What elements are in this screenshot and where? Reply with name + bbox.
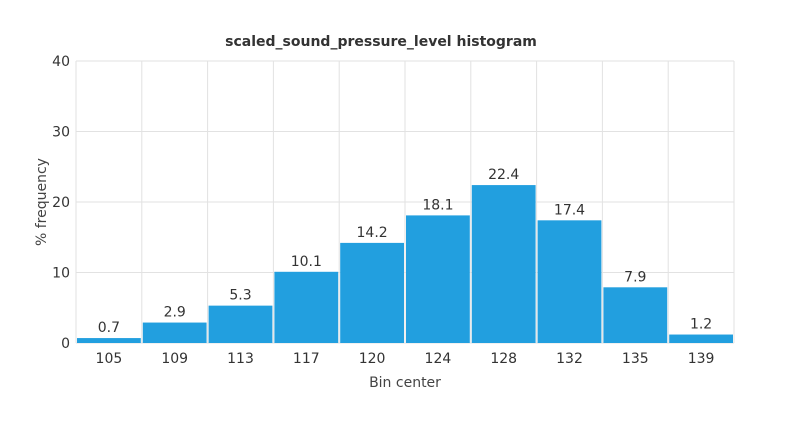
x-tick-label: 117 (293, 351, 320, 367)
bar-data-label: 18.1 (422, 197, 453, 213)
x-tick-label: 132 (556, 351, 583, 367)
y-tick-label: 10 (52, 266, 70, 282)
y-tick-label: 20 (52, 195, 70, 211)
x-axis-ticks: 105 109 113 117 120 124 128 132 135 139 (96, 351, 715, 367)
x-tick-label: 120 (359, 351, 386, 367)
bar (669, 334, 733, 343)
x-tick-label: 109 (161, 351, 188, 367)
x-tick-label: 124 (425, 351, 452, 367)
bar (603, 287, 668, 343)
y-tick-label: 40 (52, 54, 70, 70)
y-tick-label: 30 (52, 125, 70, 141)
bar (537, 220, 602, 343)
bar (471, 185, 536, 343)
y-axis-label: % frequency (34, 158, 50, 246)
bar (274, 271, 339, 343)
bar (406, 215, 470, 343)
bar-data-label: 2.9 (164, 305, 186, 321)
data-labels: 0.7 2.9 5.3 10.1 14.2 18.1 22.4 17.4 7.9 1.2 (98, 167, 712, 336)
bar-data-label: 1.2 (690, 317, 712, 333)
y-axis-ticks: 0 10 20 30 40 (52, 54, 70, 352)
bar (340, 242, 404, 343)
chart-title: scaled_sound_pressure_level histogram (225, 34, 537, 50)
x-axis-label: Bin center (369, 375, 441, 391)
bar (208, 305, 273, 343)
bar-data-label: 14.2 (357, 225, 388, 241)
bar-data-label: 5.3 (229, 288, 251, 304)
bar-data-label: 22.4 (488, 167, 519, 183)
x-tick-label: 135 (622, 351, 649, 367)
bar-data-label: 17.4 (554, 202, 585, 218)
bar-data-label: 7.9 (624, 269, 646, 285)
x-tick-label: 128 (490, 351, 517, 367)
grid-lines (75, 60, 735, 344)
x-tick-label: 139 (688, 351, 715, 367)
bars (77, 185, 733, 343)
x-tick-label: 105 (96, 351, 123, 367)
bar-data-label: 10.1 (291, 254, 322, 270)
bar (77, 338, 141, 343)
bar-data-label: 0.7 (98, 320, 120, 336)
x-tick-label: 113 (227, 351, 254, 367)
bar (142, 322, 207, 343)
y-tick-label: 0 (61, 336, 70, 352)
